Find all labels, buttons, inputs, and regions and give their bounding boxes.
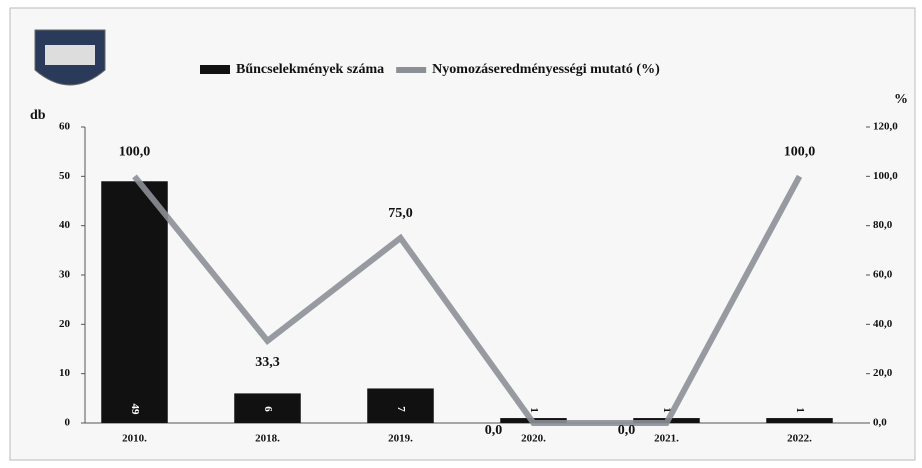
bar-value-label: 49 [129,404,141,416]
y-tick-label: 20 [59,318,71,330]
y-tick-label: 50 [59,170,71,182]
line-value-label: 100,0 [784,145,816,160]
y-tick-label: 40 [59,219,71,231]
legend-label: Nyomozáseredményességi mutató (%) [432,62,660,77]
y-axis-title: db [30,108,46,123]
y-tick-label: 60 [59,121,71,133]
x-tick-label: 2021. [654,433,679,445]
bar [234,393,301,423]
line-value-label: 100,0 [119,145,151,160]
line [132,174,803,426]
x-tick-label: 2018. [255,433,280,445]
line-value-label: 0,0 [485,423,503,438]
legend-label: Bűncselekmények száma [236,62,384,77]
bar-value-label: 1 [661,407,673,413]
y2-tick-label: 120,0 [873,121,898,133]
y2-tick-label: 40,0 [873,318,893,330]
line-value-label: 75,0 [388,206,413,221]
y2-tick-label: 0,0 [873,417,887,429]
y-tick-label: 30 [59,269,71,281]
line-value-label: 0,0 [618,423,636,438]
bar-value-label: 7 [395,406,407,412]
x-tick-label: 2010. [122,433,147,445]
x-tick-label: 2019. [388,433,413,445]
y-tick-label: 0 [65,417,71,429]
logo [34,29,106,86]
bar-value-label: 6 [262,406,274,412]
line-value-label: 33,3 [255,355,280,370]
bar-value-label: 1 [794,407,806,413]
y2-tick-label: 20,0 [873,367,893,379]
bar-value-label: 1 [528,407,540,413]
y-tick-label: 10 [59,367,71,379]
y2-axis-title: % [894,92,908,107]
x-tick-label: 2020. [521,433,546,445]
bar [101,181,168,423]
y2-tick-label: 100,0 [873,170,898,182]
legend-swatch [200,65,230,74]
x-tick-label: 2022. [787,433,812,445]
bar [367,388,434,423]
bar [766,418,833,423]
y2-tick-label: 60,0 [873,269,893,281]
y2-tick-label: 80,0 [873,219,893,231]
